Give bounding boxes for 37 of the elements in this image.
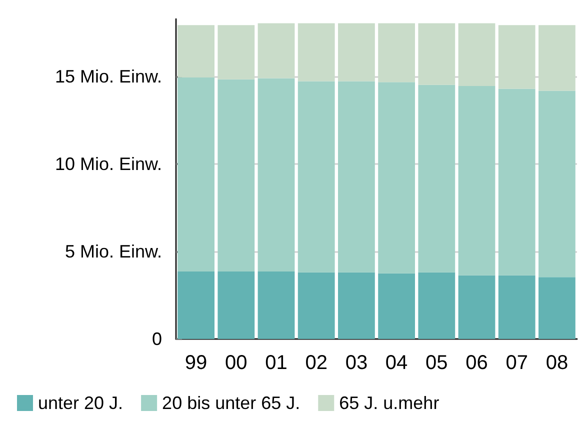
- bar: [498, 275, 536, 339]
- bar: [298, 272, 335, 339]
- bar: [418, 272, 456, 339]
- bar: [178, 77, 214, 272]
- legend-label: 65 J. u.mehr: [339, 393, 440, 413]
- x-tick-label: 99: [184, 352, 208, 374]
- bar: [178, 272, 214, 339]
- legend-label: 20 bis unter 65 J.: [162, 393, 300, 413]
- bar: [218, 272, 255, 339]
- bar: [418, 84, 456, 272]
- x-tick-label: 01: [265, 352, 288, 374]
- bar: [338, 272, 375, 339]
- x-tick-label: 04: [385, 352, 408, 374]
- x-tick-label: 03: [345, 352, 368, 374]
- x-tick-label: 07: [506, 352, 528, 374]
- bar: [218, 79, 255, 272]
- legend-label: unter 20 J.: [38, 393, 124, 413]
- x-tick-label: 00: [225, 352, 248, 374]
- bar: [378, 273, 415, 339]
- bar: [258, 78, 295, 272]
- x-tick-label: 02: [305, 352, 328, 374]
- x-tick-label: 06: [466, 352, 488, 374]
- bar: [338, 81, 375, 272]
- y-tick-label: 5 Mio. Einw.: [64, 242, 162, 262]
- bar: [378, 82, 415, 274]
- bar: [258, 272, 295, 339]
- bar: [298, 81, 335, 272]
- x-tick-label: 08: [546, 352, 568, 374]
- bar: [538, 277, 576, 339]
- bar: [538, 90, 576, 278]
- bar: [498, 88, 536, 276]
- y-tick-label: 10 Mio. Einw.: [54, 154, 162, 174]
- bar: [458, 86, 496, 276]
- bar: [458, 275, 496, 339]
- x-tick-label: 05: [426, 352, 448, 374]
- y-tick-label: 0: [152, 329, 162, 349]
- y-tick-label: 15 Mio. Einw.: [54, 66, 162, 87]
